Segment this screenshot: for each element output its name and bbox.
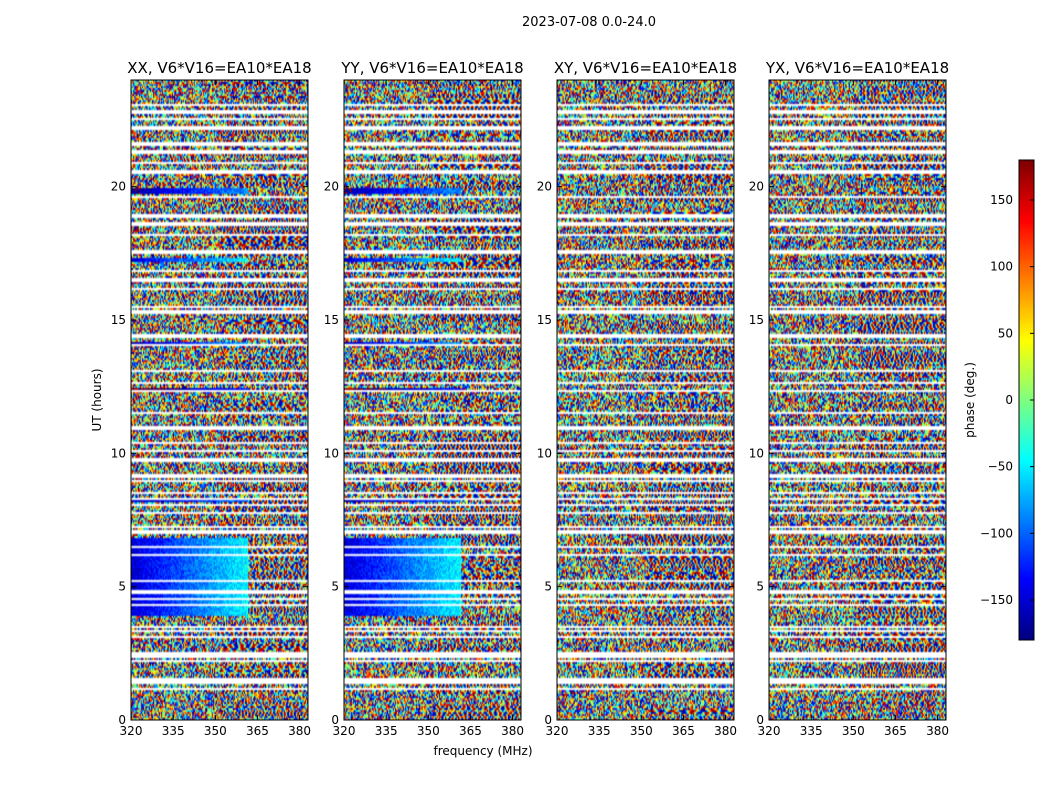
y-axis-label: UT (hours) — [90, 368, 104, 431]
x-tick-label: 365 — [884, 724, 907, 738]
heatmap-xy — [557, 80, 734, 720]
y-tick-label: 15 — [324, 313, 339, 327]
x-tick-label: 320 — [546, 724, 569, 738]
y-tick-label: 20 — [537, 180, 552, 194]
heatmap-xx — [131, 80, 308, 720]
x-tick-label: 335 — [162, 724, 185, 738]
colorbar-tick-label: −100 — [980, 526, 1013, 540]
x-tick-label: 380 — [926, 724, 949, 738]
panel-xx: XX, V6*V16=EA10*EA18 320 335 350 365 380 0 5 10 1… — [111, 59, 312, 738]
figure-title: 2023-07-08 0.0-24.0 — [522, 15, 656, 30]
y-tick-label: 0 — [544, 713, 552, 727]
panel-title: YY, V6*V16=EA10*EA18 — [340, 59, 523, 77]
y-tick-label: 15 — [749, 313, 764, 327]
x-tick-label: 380 — [714, 724, 737, 738]
colorbar-label: phase (deg.) — [963, 362, 977, 438]
panel-title: YX, V6*V16=EA10*EA18 — [765, 59, 949, 77]
x-tick-label: 350 — [842, 724, 865, 738]
y-tick-label: 15 — [111, 313, 126, 327]
heatmap-yy — [344, 80, 521, 720]
x-tick-label: 365 — [246, 724, 269, 738]
y-tick-label: 0 — [118, 713, 126, 727]
x-tick-label: 335 — [588, 724, 611, 738]
x-tick-label: 320 — [120, 724, 143, 738]
x-tick-label: 335 — [800, 724, 823, 738]
panel-title: XX, V6*V16=EA10*EA18 — [127, 59, 311, 77]
x-tick-label: 380 — [501, 724, 524, 738]
panel-title: XY, V6*V16=EA10*EA18 — [554, 59, 737, 77]
y-tick-label: 10 — [324, 446, 339, 460]
colorbar-tick-label: 100 — [990, 260, 1013, 274]
colorbar-tick-label: 150 — [990, 193, 1013, 207]
x-tick-label: 380 — [288, 724, 311, 738]
y-tick-label: 15 — [537, 313, 552, 327]
colorbar: 150 100 50 0 −50 −100 −150 phase (deg.) — [963, 159, 1035, 641]
y-tick-label: 5 — [544, 580, 552, 594]
y-tick-label: 10 — [537, 446, 552, 460]
panel-frame — [343, 79, 522, 721]
y-tick-label: 20 — [111, 180, 126, 194]
x-tick-label: 350 — [204, 724, 227, 738]
y-tick-label: 0 — [756, 713, 764, 727]
heatmap-yx — [769, 80, 946, 720]
x-tick-label: 350 — [417, 724, 440, 738]
y-tick-label: 20 — [749, 180, 764, 194]
colorbar-tick-label: −150 — [980, 593, 1013, 607]
panel-frame — [556, 79, 735, 721]
x-axis-label: frequency (MHz) — [433, 744, 532, 758]
x-tick-label: 365 — [459, 724, 482, 738]
panel-yx: YX, V6*V16=EA10*EA18 320 335 350 365 380 0 5 10 1… — [749, 59, 949, 738]
y-tick-label: 20 — [324, 180, 339, 194]
y-tick-label: 5 — [756, 580, 764, 594]
y-tick-label: 5 — [118, 580, 126, 594]
x-tick-label: 350 — [630, 724, 653, 738]
colorbar-ticks: 150 100 50 0 −50 −100 −150 — [980, 193, 1034, 607]
y-tick-label: 10 — [749, 446, 764, 460]
colorbar-tick-label: −50 — [988, 460, 1013, 474]
colorbar-tick-label: 50 — [998, 326, 1013, 340]
colorbar-tick-label: 0 — [1005, 393, 1013, 407]
x-tick-label: 335 — [375, 724, 398, 738]
x-tick-label: 320 — [758, 724, 781, 738]
x-tick-label: 365 — [672, 724, 695, 738]
panels: XX, V6*V16=EA10*EA18 320 335 350 365 380 0 5 10 1… — [111, 59, 949, 738]
panel-frame — [130, 79, 309, 721]
colorbar-gradient — [1019, 160, 1034, 640]
x-tick-label: 320 — [333, 724, 356, 738]
y-tick-label: 0 — [331, 713, 339, 727]
panel-frame — [768, 79, 947, 721]
panel-yy: YY, V6*V16=EA10*EA18 320 335 350 365 380 0 5 10 1… — [324, 59, 524, 738]
y-tick-label: 10 — [111, 446, 126, 460]
y-tick-label: 5 — [331, 580, 339, 594]
panel-xy: XY, V6*V16=EA10*EA18 320 335 350 365 380 0 5 10 1… — [537, 59, 737, 738]
